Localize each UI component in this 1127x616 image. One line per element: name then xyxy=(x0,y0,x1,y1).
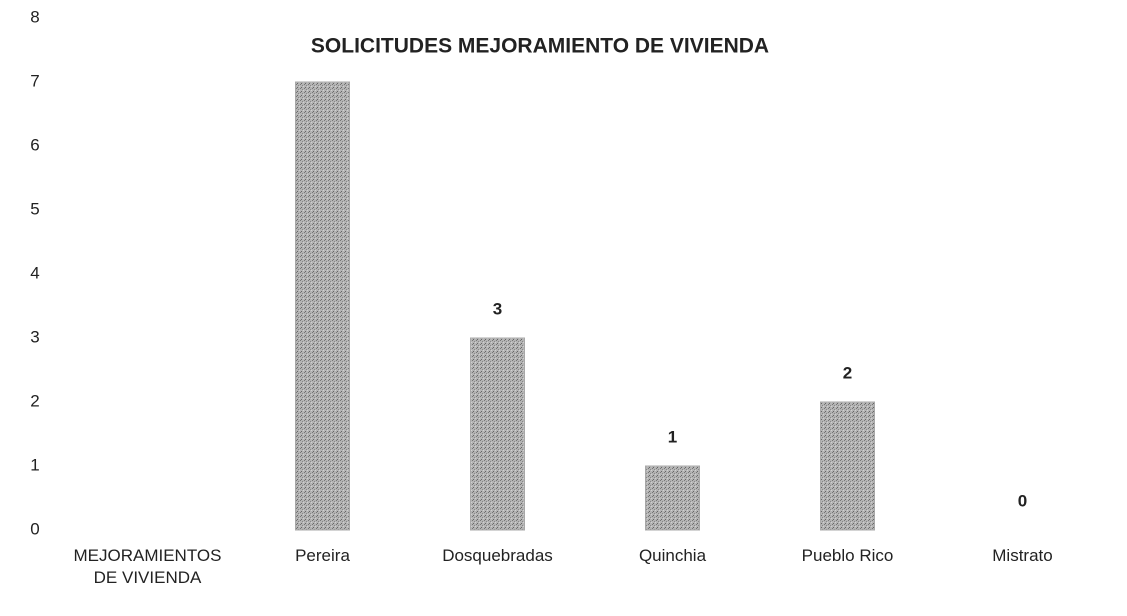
y-tick-label: 1 xyxy=(30,455,39,474)
y-tick-label: 4 xyxy=(30,263,39,282)
data-label: 2 xyxy=(843,363,852,382)
y-tick-label: 0 xyxy=(30,519,39,538)
chart-title: SOLICITUDES MEJORAMIENTO DE VIVIENDA xyxy=(311,35,769,58)
x-tick-label: Quinchia xyxy=(638,546,707,565)
x-tick-label: MEJORAMIENTOS DE VIVIENDA xyxy=(73,546,222,587)
bar xyxy=(645,465,700,531)
x-tick-label: Mistrato xyxy=(992,546,1053,565)
x-tick-label: Dosquebradas xyxy=(442,546,553,565)
bar xyxy=(820,401,875,531)
y-tick-label: 6 xyxy=(30,135,39,154)
x-tick-label: Pueblo Rico xyxy=(801,546,894,565)
data-label: 3 xyxy=(493,299,502,318)
y-tick-label: 7 xyxy=(30,71,39,90)
y-tick-label: 8 xyxy=(30,7,39,26)
x-tick-label: Pereira xyxy=(295,546,350,565)
data-label: 0 xyxy=(1018,491,1027,510)
data-label: 1 xyxy=(668,427,677,446)
bar xyxy=(470,337,525,531)
y-tick-label: 2 xyxy=(30,391,39,410)
bar xyxy=(295,81,350,531)
y-tick-label: 5 xyxy=(30,199,39,218)
y-tick-label: 3 xyxy=(30,327,39,346)
